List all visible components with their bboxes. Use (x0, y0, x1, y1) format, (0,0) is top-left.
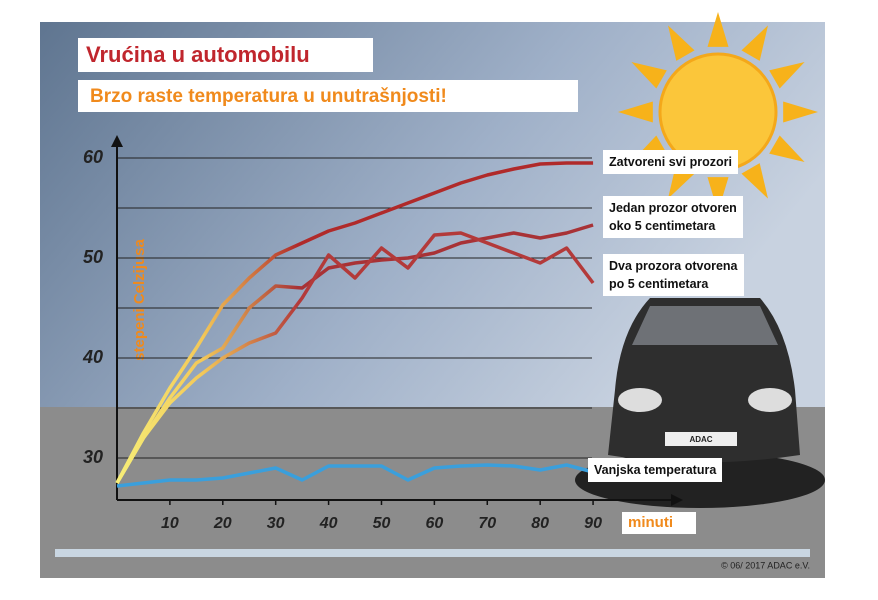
title-box (78, 38, 373, 72)
y-axis-arrow (111, 135, 123, 147)
sun-ray (783, 101, 818, 123)
y-axis-label: stepeni Celzijusa (131, 238, 148, 360)
credit: © 06/ 2017 ADAC e.V. (721, 560, 810, 570)
x-tick-label: 60 (425, 515, 443, 532)
legend-label: Jedan prozor otvoren oko 5 centimetara (603, 196, 743, 238)
x-axis-label: minuti (628, 514, 673, 531)
y-tick-label: 30 (83, 447, 103, 467)
y-tick-label: 60 (83, 147, 103, 167)
sun-ray (707, 12, 729, 47)
series-line (116, 463, 594, 488)
y-tick-label: 40 (82, 347, 103, 367)
x-tick-label: 10 (161, 515, 179, 532)
strip (55, 549, 810, 557)
x-tick-label: 70 (478, 515, 496, 532)
legend-label: Zatvoreni svi prozori (603, 150, 738, 174)
x-tick-label: 40 (319, 515, 338, 532)
series-line (115, 223, 594, 484)
chart-subtitle: Brzo raste temperatura u unutrašnjosti! (90, 86, 447, 107)
sun-ray (631, 62, 667, 89)
subtitle-box (78, 80, 578, 112)
series-line (115, 231, 595, 484)
series-line (115, 161, 594, 484)
x-tick-label: 50 (373, 515, 391, 532)
sun-ray (668, 25, 695, 61)
sun-ray (769, 135, 805, 162)
plate: ADAC (689, 435, 712, 444)
sun-ray (618, 101, 653, 123)
chart-title: Vrućina u automobilu (86, 42, 310, 67)
y-tick-label: 50 (83, 247, 103, 267)
plot: 30 40 50 60 10 20 30 40 50 60 70 80 90 (82, 135, 683, 532)
x-label-box (622, 512, 696, 534)
x-tick-label: 80 (531, 515, 549, 532)
sun-ray (741, 163, 768, 199)
legend-label: Vanjska temperatura (588, 458, 723, 482)
legend-label: Dva prozora otvorena po 5 centimetara (603, 254, 744, 296)
sun-ray (769, 62, 805, 89)
x-tick-label: 20 (213, 515, 232, 532)
sun-ray (707, 177, 729, 212)
x-tick-label: 30 (267, 515, 285, 532)
sun-ray (741, 25, 768, 61)
x-tick-label: 90 (584, 515, 602, 532)
x-axis-arrow (671, 494, 683, 506)
